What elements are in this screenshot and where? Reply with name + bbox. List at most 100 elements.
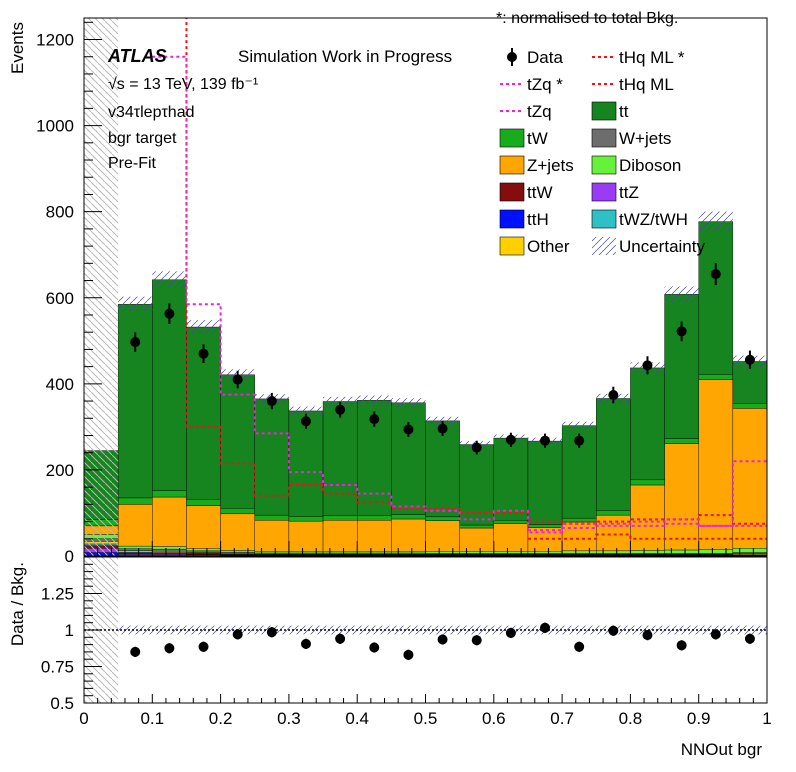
x-tick-label: 0.3 <box>277 709 301 728</box>
atlas-sublabel: Simulation Work in Progress <box>238 47 452 66</box>
legend-entry-thq-ml: tHq ML * <box>592 48 685 67</box>
stack-bar-z-jets <box>117 504 153 547</box>
stack-bar-tw <box>698 374 734 380</box>
legend-fill-swatch <box>591 128 617 148</box>
stack-bar-diboson <box>117 545 153 549</box>
uncertainty-bin <box>357 395 392 405</box>
stack-bar-tw <box>220 508 255 515</box>
stack-bar-w-jets <box>152 548 187 552</box>
ratio-point <box>505 627 516 638</box>
stack-bar-tt <box>596 398 631 511</box>
data-point <box>369 414 380 425</box>
legend-entry-thq-ml: tHq ML <box>592 75 674 94</box>
stack-bar-tw <box>732 403 767 409</box>
ratio-x-axis: 0 0.1 0.2 0.3 0.4 0.5 0.6 0.7 0.8 0.9 1 <box>79 694 772 728</box>
stack-bar-z-jets <box>186 505 221 549</box>
uncertainty-bin <box>425 416 460 425</box>
data-point <box>164 308 175 319</box>
legend-label: W+jets <box>619 129 671 148</box>
info-line-region: v34τlepτhad <box>108 104 194 121</box>
data-point <box>744 354 755 365</box>
data-point <box>642 360 653 371</box>
ratio-tick-label: 1.25 <box>41 585 74 604</box>
info-line-target: bgr target <box>108 130 177 147</box>
ratio-point <box>744 633 755 644</box>
stack-bar-diboson <box>698 549 734 554</box>
legend-fill-swatch <box>499 209 525 229</box>
stack-bar-tt <box>254 398 290 516</box>
y-tick-label: 400 <box>46 375 74 394</box>
stack-bar-tw <box>288 516 324 522</box>
data-point <box>710 269 721 280</box>
stack-bar-diboson <box>220 550 255 553</box>
stack-bar-diboson <box>322 551 358 554</box>
legend-label: Diboson <box>619 156 681 175</box>
signal-line-tzq <box>527 522 767 532</box>
y-axis-title: Events <box>8 22 27 74</box>
legend-fill-swatch <box>591 209 617 229</box>
x-tick-label: 0.8 <box>619 709 643 728</box>
stack-bar-z-jets <box>664 443 699 551</box>
stack-bar-tt <box>527 440 563 525</box>
legend-label: Other <box>527 237 570 256</box>
legend-label: tHq ML <box>619 75 674 94</box>
stack-bar-z-jets <box>732 408 767 549</box>
ratio-point <box>232 629 243 640</box>
ratio-tick-label: 1 <box>65 621 74 640</box>
legend-entry-ttz: ttZ <box>591 182 639 202</box>
data-point <box>232 374 243 385</box>
legend-label: ttH <box>527 210 549 229</box>
legend: Data tHq ML * tZq * tHq ML tZq tt tW W+jets Z+je… <box>499 48 705 256</box>
ratio-point <box>710 629 721 640</box>
legend-entry-tw: tW <box>499 128 548 148</box>
ratio-point <box>300 638 311 649</box>
ratio-point <box>608 625 619 636</box>
uncertainty-bin <box>84 18 119 556</box>
y-tick-label: 800 <box>46 203 74 222</box>
legend-entry-diboson: Diboson <box>591 155 681 175</box>
stack-bar-z-jets <box>254 520 290 552</box>
data-point <box>676 326 687 337</box>
legend-fill-swatch <box>499 155 525 175</box>
stack-bar-z-jets <box>425 520 460 552</box>
legend-entry-tth: ttH <box>499 209 549 229</box>
stack-bar-z-jets <box>596 514 631 552</box>
ratio-point <box>266 627 277 638</box>
legend-fill-swatch <box>591 155 617 175</box>
legend-label: tZq * <box>527 75 563 94</box>
ratio-point <box>164 643 175 654</box>
ratio-point <box>369 642 380 653</box>
stack-bar-diboson <box>288 551 324 554</box>
data-point <box>574 435 585 446</box>
stack-bar-tw <box>493 520 529 524</box>
x-tick-label: 0.1 <box>140 709 164 728</box>
uncertainty-bin <box>664 286 699 303</box>
stack-bar-tt <box>220 374 255 509</box>
legend-fill-swatch <box>499 236 525 256</box>
stack-bar-w-jets <box>186 550 221 553</box>
stack-bar-tt <box>459 444 494 526</box>
stack-bar-z-jets <box>527 527 563 552</box>
legend-label: tW <box>527 129 548 148</box>
x-axis-title: NNOut bgr <box>681 740 763 759</box>
uncertainty-bin <box>391 398 426 408</box>
ratio-point <box>471 635 482 646</box>
stack-bar-tw <box>664 438 699 444</box>
atlas-label-block: ATLAS Simulation Work in Progress √s = 1… <box>107 46 452 172</box>
ratio-uncertainty-bin <box>118 625 153 635</box>
data-point <box>300 416 311 427</box>
x-tick-label: 0.7 <box>550 709 574 728</box>
uncertainty-bin <box>562 421 597 430</box>
stack-bar-diboson <box>630 550 665 554</box>
stack-bar-z-jets <box>220 513 255 551</box>
stack-bar-diboson <box>425 551 460 554</box>
legend-label: tZq <box>527 102 552 121</box>
ratio-point <box>676 640 687 651</box>
legend-fill-swatch <box>499 182 525 202</box>
stack-bar-z-jets <box>698 379 734 550</box>
stack-bar-diboson <box>493 551 529 554</box>
uncertainty-bin <box>323 396 358 407</box>
main-panel: 0 200 400 600 800 1000 1200 <box>36 17 768 566</box>
x-tick-label: 0.2 <box>209 709 233 728</box>
stack-bar-tw <box>630 479 665 486</box>
